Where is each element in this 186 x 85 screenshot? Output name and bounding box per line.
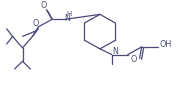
- Text: O: O: [40, 1, 46, 10]
- Text: N: N: [64, 14, 70, 23]
- Text: O: O: [32, 19, 39, 28]
- Text: O: O: [131, 55, 137, 64]
- Text: N: N: [112, 47, 118, 56]
- Text: OH: OH: [159, 40, 171, 49]
- Text: H: H: [67, 11, 72, 17]
